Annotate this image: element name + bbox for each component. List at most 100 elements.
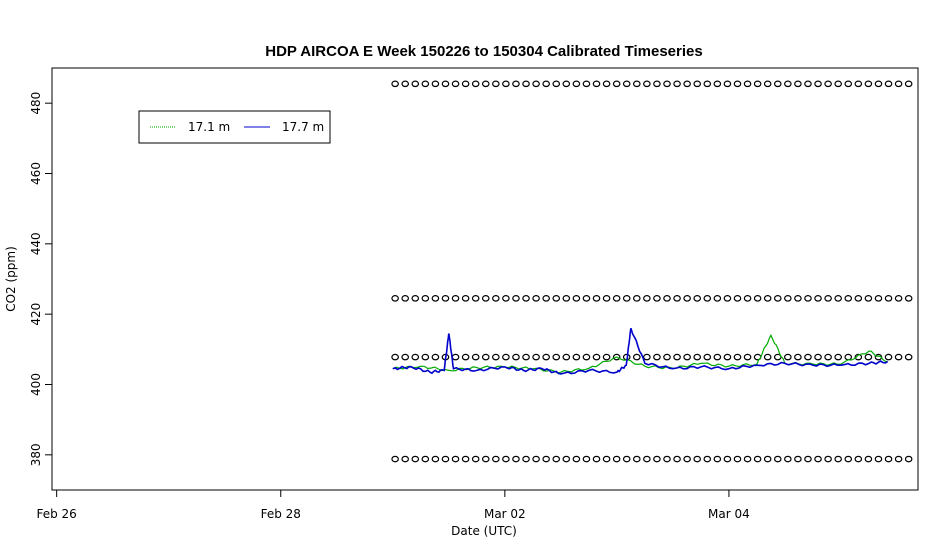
reference-point	[481, 353, 490, 361]
reference-point	[804, 455, 812, 463]
reference-point	[693, 80, 702, 88]
reference-point	[451, 295, 460, 302]
reference-point	[673, 80, 681, 88]
reference-point	[391, 295, 399, 302]
reference-point	[794, 455, 802, 463]
reference-point	[673, 353, 681, 361]
reference-point	[753, 455, 762, 463]
reference-point	[592, 295, 601, 302]
reference-point	[632, 455, 641, 463]
reference-point	[723, 80, 732, 88]
reference-point	[854, 295, 863, 302]
reference-point	[522, 80, 530, 88]
reference-point	[763, 295, 772, 302]
reference-point	[663, 295, 671, 302]
reference-point	[683, 353, 691, 361]
reference-point	[854, 80, 863, 88]
reference-point	[753, 295, 762, 302]
reference-point	[663, 80, 671, 88]
reference-point	[894, 353, 903, 361]
reference-point	[864, 295, 873, 302]
x-tick-label: Feb 26	[36, 507, 76, 521]
reference-point	[733, 353, 742, 361]
reference-point	[632, 80, 641, 88]
reference-point	[784, 455, 792, 463]
reference-series-1	[391, 80, 913, 88]
reference-point	[653, 353, 661, 361]
reference-point	[814, 455, 822, 463]
reference-point	[894, 295, 903, 302]
reference-point	[401, 353, 410, 361]
reference-point	[411, 80, 420, 88]
reference-point	[421, 353, 430, 361]
reference-point	[471, 353, 480, 361]
reference-point	[492, 295, 500, 302]
plot-area	[391, 80, 913, 463]
y-tick-label: 380	[29, 443, 43, 466]
reference-point	[874, 80, 883, 88]
reference-point	[562, 455, 571, 463]
reference-point	[824, 295, 832, 302]
reference-point	[552, 353, 561, 361]
reference-point	[461, 295, 470, 302]
reference-point	[622, 295, 631, 302]
reference-point	[502, 80, 510, 88]
reference-point	[632, 353, 641, 361]
reference-point	[844, 80, 853, 88]
x-axis-label: Date (UTC)	[451, 524, 517, 538]
plot-frame	[51, 67, 919, 491]
reference-point	[643, 80, 651, 88]
reference-point	[451, 455, 460, 463]
x-axis: Feb 26 Feb 28 Mar 02 Mar 04	[36, 490, 750, 521]
reference-point	[794, 80, 802, 88]
reference-point	[824, 80, 832, 88]
reference-point	[874, 295, 883, 302]
reference-point	[653, 295, 661, 302]
reference-point	[884, 295, 893, 302]
reference-point	[753, 80, 762, 88]
reference-point	[804, 80, 812, 88]
reference-point	[683, 80, 691, 88]
reference-point	[733, 80, 742, 88]
legend-box	[138, 110, 331, 144]
reference-point	[441, 455, 450, 463]
y-axis-label: CO2 (ppm)	[4, 246, 18, 312]
reference-point	[703, 295, 712, 302]
reference-point	[854, 353, 863, 361]
series-line-17-7-m	[392, 327, 889, 375]
reference-point	[663, 353, 671, 361]
reference-point	[431, 455, 440, 463]
reference-point	[653, 455, 661, 463]
reference-point	[532, 80, 540, 88]
y-tick-label: 460	[29, 162, 43, 185]
reference-point	[512, 295, 520, 302]
reference-point	[431, 295, 440, 302]
reference-point	[542, 295, 550, 302]
reference-point	[834, 295, 842, 302]
reference-point	[471, 295, 480, 302]
reference-point	[431, 353, 440, 361]
reference-point	[492, 353, 500, 361]
reference-point	[411, 455, 420, 463]
reference-point	[723, 295, 732, 302]
reference-point	[562, 295, 571, 302]
x-tick-label: Mar 02	[484, 507, 526, 521]
reference-point	[471, 455, 480, 463]
reference-point	[743, 353, 752, 361]
reference-point	[502, 295, 510, 302]
reference-point	[441, 80, 450, 88]
reference-point	[703, 353, 712, 361]
reference-point	[723, 455, 732, 463]
y-tick-label: 480	[29, 92, 43, 115]
reference-point	[612, 353, 621, 361]
reference-point	[864, 80, 873, 88]
reference-point	[653, 80, 661, 88]
reference-point	[492, 455, 500, 463]
reference-point	[773, 80, 782, 88]
y-tick-label: 400	[29, 373, 43, 396]
reference-point	[522, 295, 530, 302]
reference-point	[612, 80, 621, 88]
reference-point	[592, 80, 601, 88]
reference-point	[582, 295, 591, 302]
reference-point	[391, 80, 399, 88]
